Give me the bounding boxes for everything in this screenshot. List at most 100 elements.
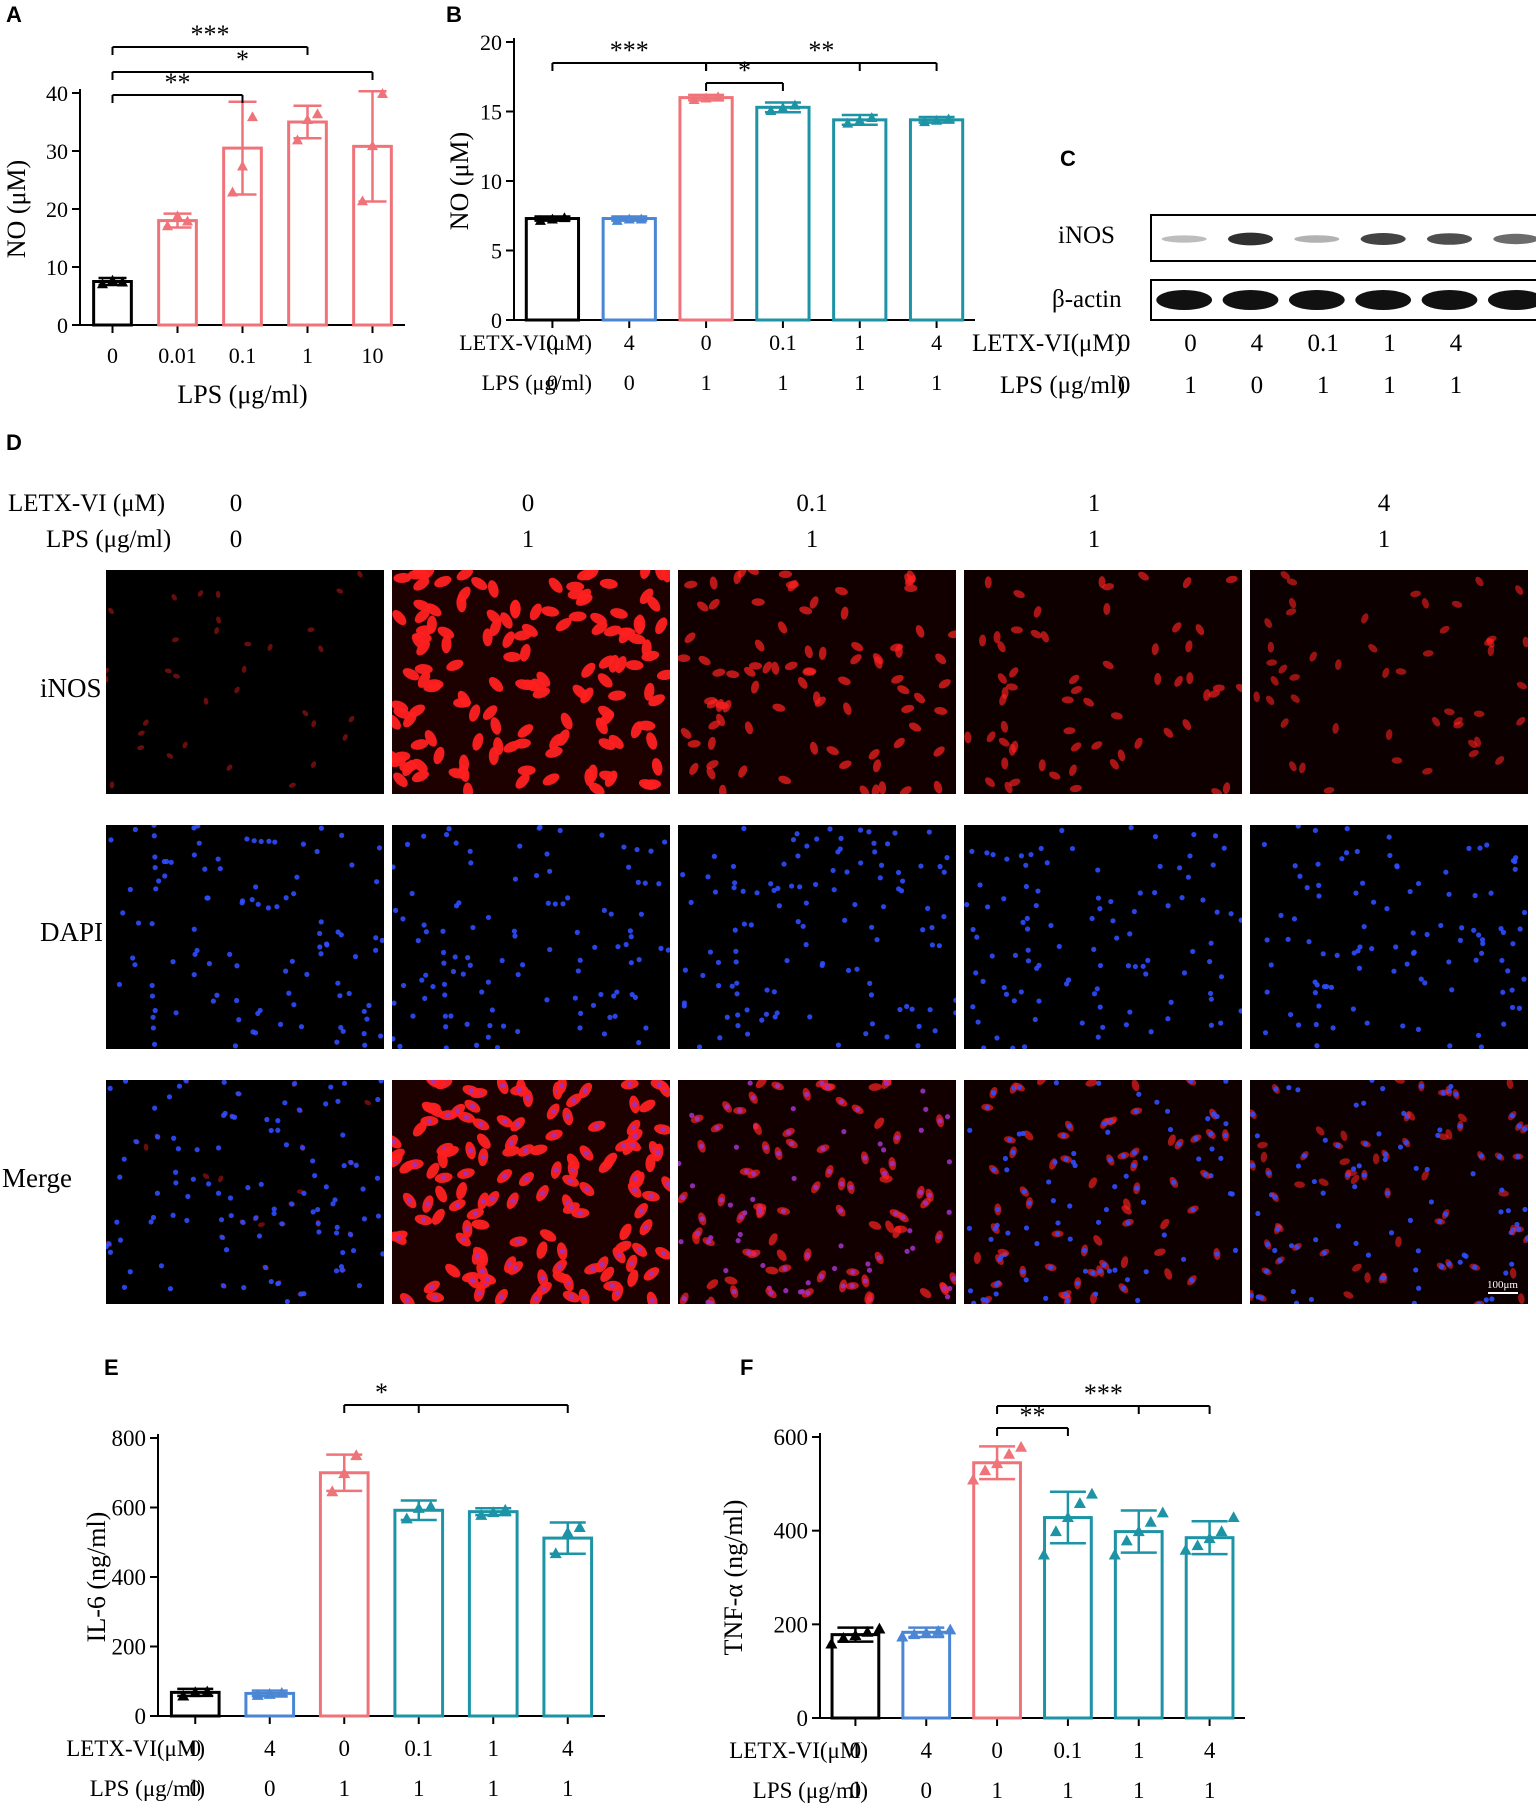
nucleus bbox=[923, 1106, 929, 1112]
red-cell bbox=[393, 772, 408, 788]
nucleus bbox=[708, 1235, 714, 1241]
nucleus bbox=[1142, 1155, 1148, 1161]
nucleus bbox=[1100, 1024, 1106, 1030]
nucleus bbox=[878, 862, 885, 868]
nucleus bbox=[256, 1233, 263, 1239]
nucleus bbox=[1063, 981, 1070, 987]
x-row2-label: 1 bbox=[339, 1776, 351, 1801]
nucleus bbox=[1500, 929, 1507, 935]
nucleus bbox=[291, 1081, 298, 1087]
micrograph-canvas bbox=[106, 1080, 384, 1304]
nucleus bbox=[707, 949, 714, 955]
nucleus bbox=[797, 884, 803, 890]
data-point bbox=[919, 116, 931, 127]
sig-label: *** bbox=[1084, 1379, 1123, 1408]
nucleus bbox=[184, 1217, 190, 1224]
nucleus bbox=[317, 944, 323, 950]
red-cell bbox=[431, 1208, 445, 1225]
nucleus bbox=[1353, 1240, 1359, 1246]
nucleus bbox=[1424, 931, 1430, 938]
data-point bbox=[1179, 1544, 1192, 1555]
red-cell bbox=[545, 746, 563, 758]
nucleus bbox=[519, 962, 526, 968]
nucleus bbox=[1011, 998, 1017, 1004]
data-point bbox=[1061, 1511, 1074, 1523]
red-cell bbox=[244, 641, 252, 647]
nucleus bbox=[1312, 827, 1319, 834]
nucleus bbox=[953, 997, 956, 1003]
nucleus bbox=[876, 1255, 882, 1261]
sig-label: * bbox=[236, 45, 249, 74]
nucleus bbox=[1028, 851, 1034, 858]
nucleus bbox=[1516, 1123, 1522, 1129]
red-cell bbox=[1318, 1178, 1329, 1186]
red-cell bbox=[639, 588, 654, 605]
nucleus bbox=[1191, 831, 1197, 838]
nucleus bbox=[494, 1044, 501, 1049]
red-cell bbox=[772, 703, 786, 712]
nucleus bbox=[223, 1247, 230, 1253]
nucleus bbox=[227, 1195, 234, 1201]
red-cell bbox=[726, 670, 740, 679]
bar bbox=[832, 118, 888, 322]
nucleus bbox=[245, 1185, 251, 1191]
red-cell bbox=[1270, 676, 1279, 686]
nucleus bbox=[590, 1002, 597, 1008]
nucleus bbox=[892, 830, 898, 836]
nucleus bbox=[316, 1229, 322, 1235]
red-cell bbox=[137, 745, 145, 751]
nucleus bbox=[544, 997, 550, 1003]
nucleus bbox=[1422, 980, 1428, 986]
nucleus bbox=[1446, 1261, 1452, 1267]
data-point bbox=[1015, 1440, 1028, 1452]
nucleus bbox=[450, 968, 457, 975]
nucleus bbox=[349, 862, 355, 868]
data-point bbox=[1191, 1539, 1204, 1551]
nucleus bbox=[541, 1286, 547, 1292]
red-cell bbox=[441, 635, 452, 654]
nucleus bbox=[1297, 873, 1303, 879]
blot-bands bbox=[1150, 214, 1536, 321]
nucleus bbox=[515, 1239, 521, 1245]
nucleus bbox=[298, 1024, 305, 1030]
bar bbox=[1184, 1536, 1235, 1720]
nucleus bbox=[977, 882, 983, 888]
nucleus bbox=[893, 1210, 899, 1217]
red-cell bbox=[197, 590, 204, 597]
nucleus bbox=[768, 1290, 774, 1296]
nucleus bbox=[1120, 1153, 1126, 1159]
nucleus bbox=[253, 884, 259, 890]
red-cell bbox=[1013, 590, 1025, 599]
nucleus bbox=[1010, 1045, 1016, 1049]
nucleus bbox=[1418, 976, 1424, 982]
nucleus bbox=[835, 1042, 842, 1048]
nucleus bbox=[768, 881, 774, 887]
red-cell bbox=[548, 577, 563, 593]
nucleus bbox=[772, 1014, 778, 1020]
nucleus bbox=[967, 1288, 974, 1294]
nucleus bbox=[1304, 885, 1310, 891]
red-cell bbox=[456, 1182, 467, 1200]
nucleus bbox=[572, 995, 578, 1001]
nucleus bbox=[946, 1159, 953, 1165]
x-row1-label: 4 bbox=[264, 1736, 276, 1761]
nucleus bbox=[485, 979, 491, 985]
red-cell bbox=[999, 693, 1007, 706]
red-cell bbox=[1088, 1177, 1098, 1189]
nucleus bbox=[551, 1132, 557, 1138]
nucleus bbox=[117, 1237, 124, 1243]
red-cell bbox=[412, 758, 428, 773]
nucleus bbox=[824, 1084, 830, 1090]
nucleus bbox=[1439, 1263, 1445, 1270]
nucleus bbox=[191, 972, 197, 978]
nucleus bbox=[289, 1201, 295, 1207]
red-cell bbox=[1040, 631, 1049, 643]
nucleus bbox=[1498, 1209, 1504, 1215]
red-cell bbox=[522, 679, 540, 692]
nucleus bbox=[191, 926, 197, 932]
nucleus bbox=[323, 1101, 329, 1107]
nucleus bbox=[1035, 888, 1041, 894]
nucleus bbox=[453, 840, 459, 846]
nucleus bbox=[1079, 1020, 1085, 1026]
micrograph-dapi-3 bbox=[678, 825, 956, 1049]
